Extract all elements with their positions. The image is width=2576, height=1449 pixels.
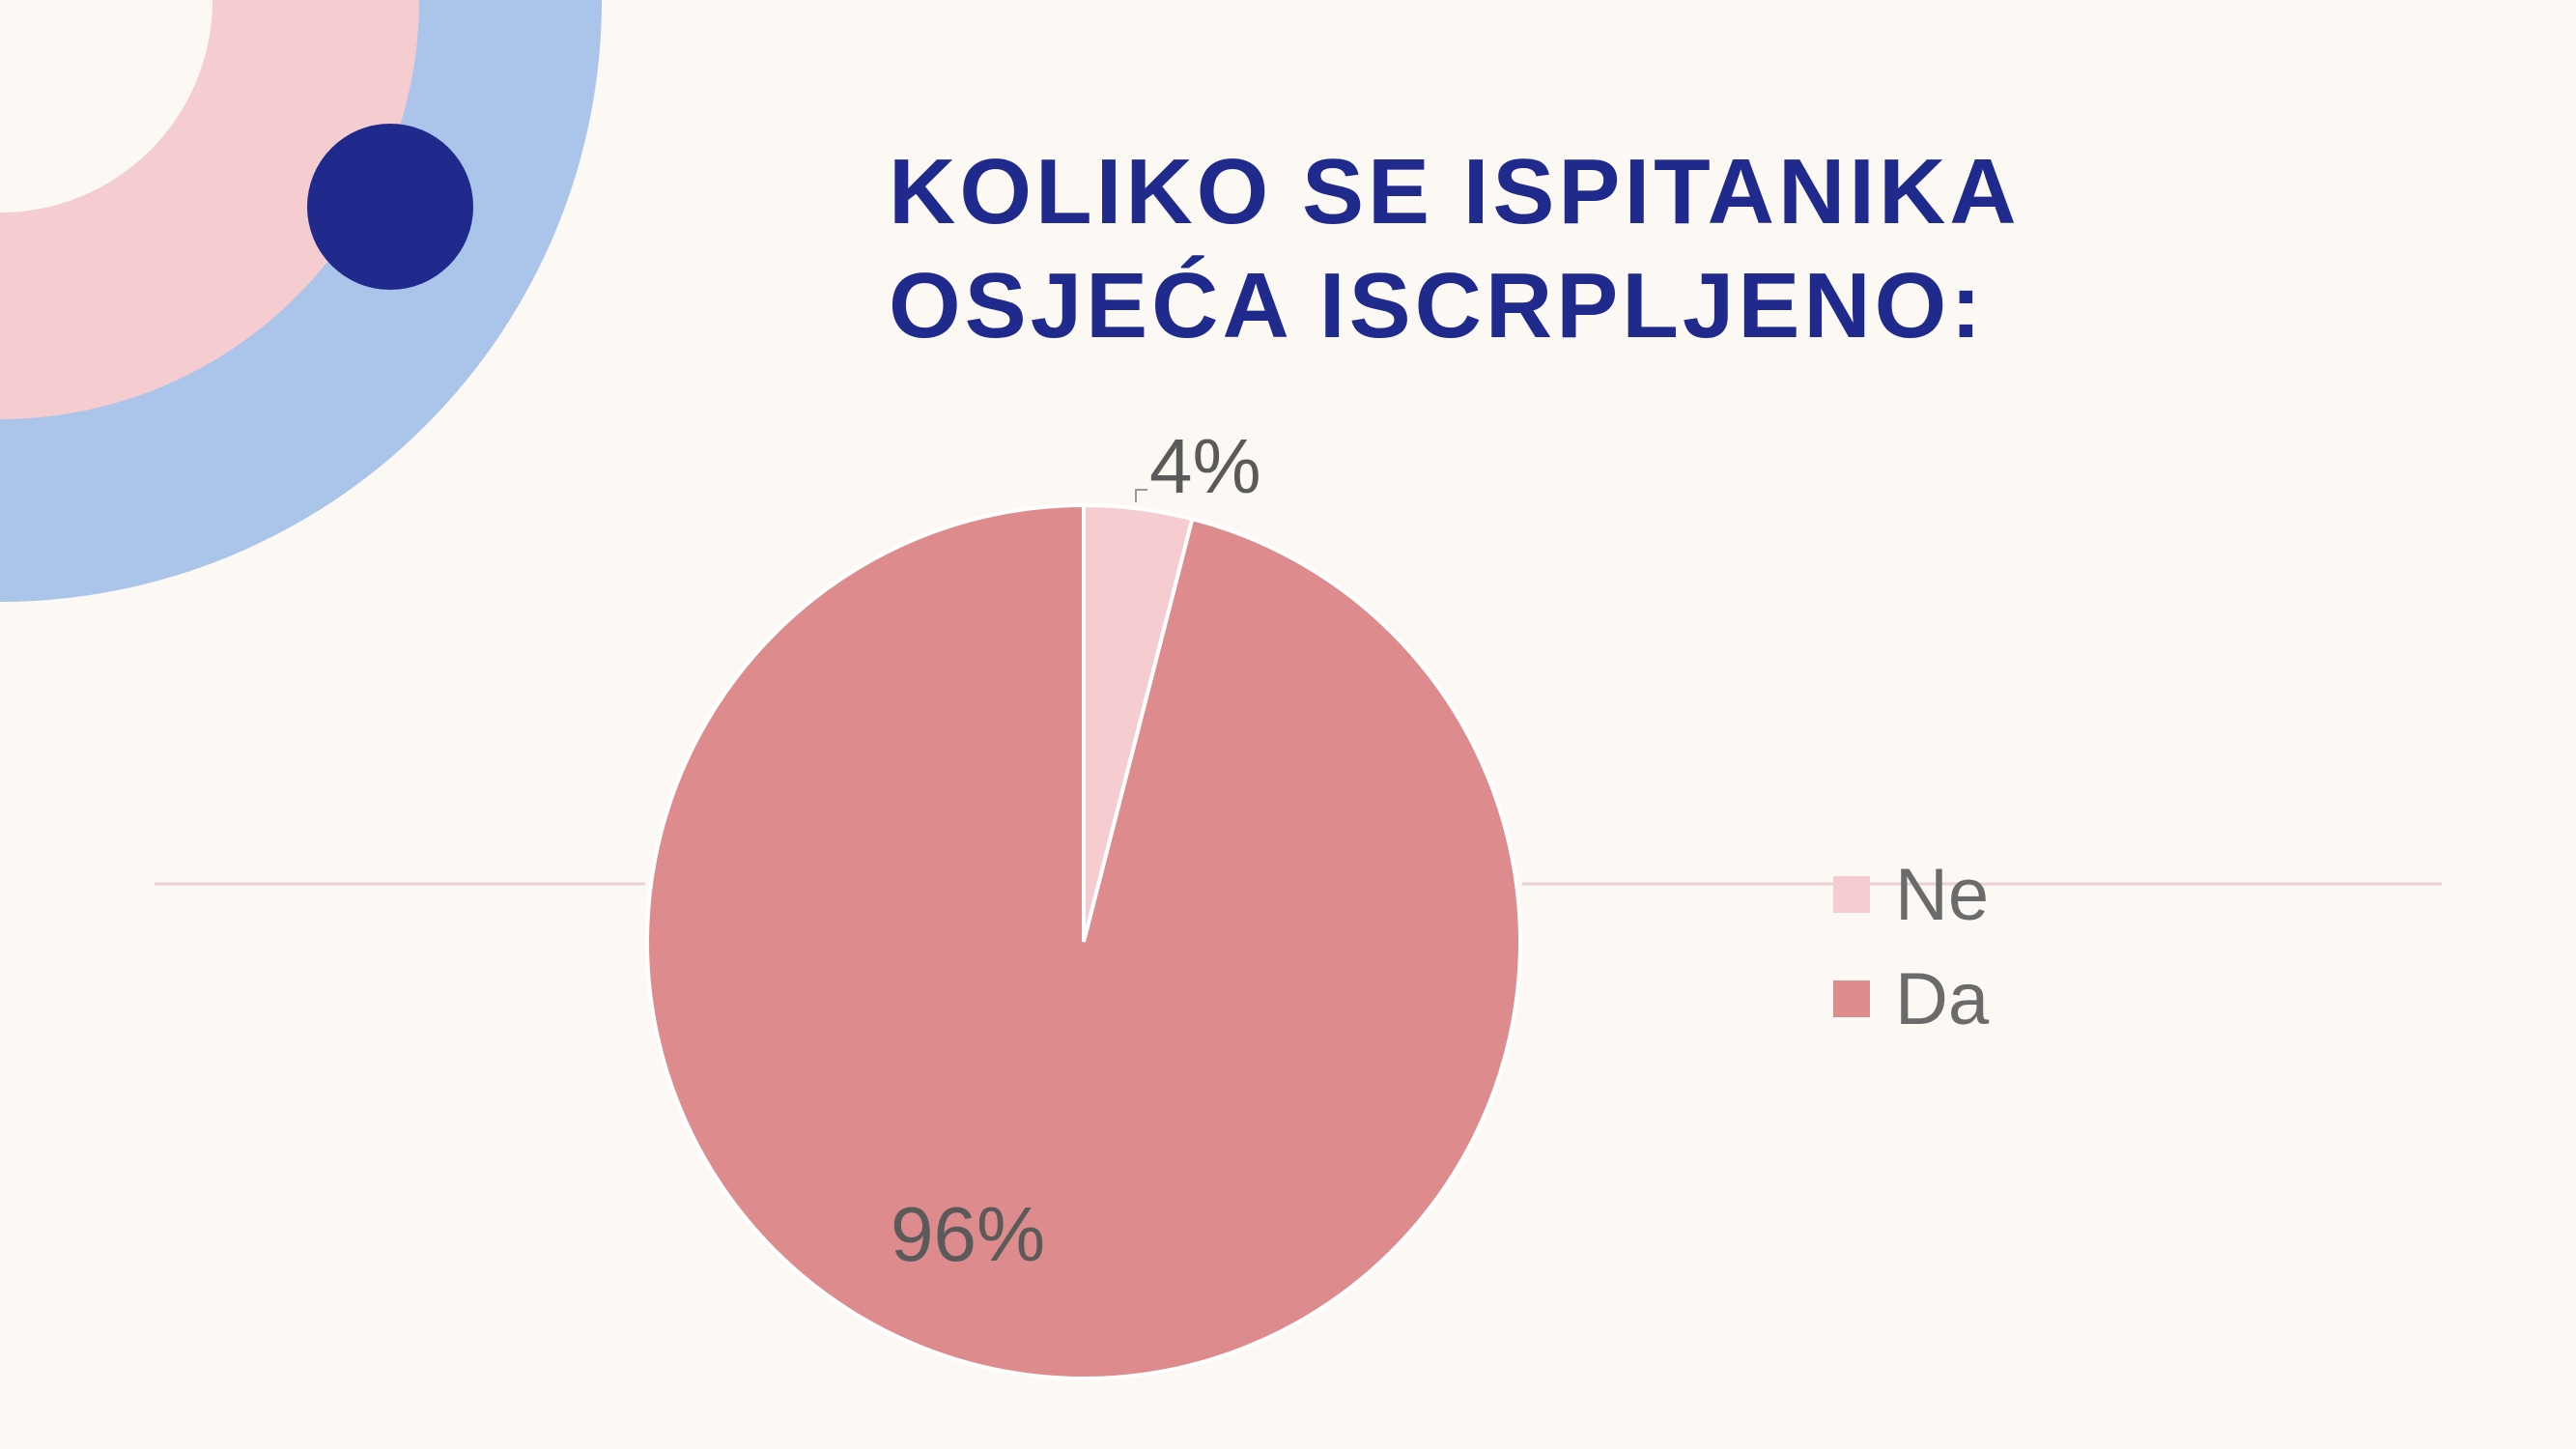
title-line-2: OSJEĆA ISCRPLJENO:: [889, 254, 1986, 357]
legend-swatch-da: [1833, 980, 1870, 1017]
leader-line-ne: [1135, 489, 1147, 502]
legend-swatch-ne: [1833, 876, 1870, 913]
decorative-rings: [0, 0, 602, 602]
legend-item-da: Da: [1833, 947, 1989, 1051]
legend-item-ne: Ne: [1833, 842, 1989, 947]
chart-legend: Ne Da: [1833, 842, 1989, 1051]
decor-ring-center: [0, 0, 212, 213]
data-label-da: 96%: [891, 1191, 1045, 1277]
page-title: KOLIKO SE ISPITANIKA OSJEĆA ISCRPLJENO:: [889, 135, 2241, 363]
legend-label-da: Da: [1895, 957, 1990, 1040]
title-line-1: KOLIKO SE ISPITANIKA: [889, 140, 2021, 243]
data-label-ne: 4%: [1149, 423, 1261, 509]
legend-label-ne: Ne: [1895, 853, 1990, 936]
pie-slice-da: [645, 502, 1522, 1380]
pie-chart: 4% 96%: [645, 423, 1522, 1380]
decor-dot: [307, 124, 473, 290]
